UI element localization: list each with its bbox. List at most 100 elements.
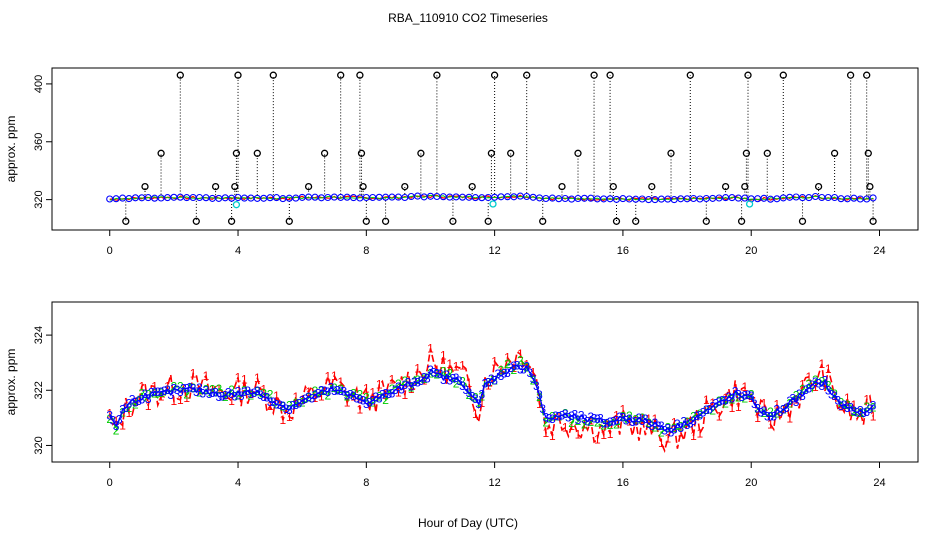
spike-point-39 — [648, 182, 656, 191]
top-point-236 — [863, 195, 871, 203]
bottom-series-1-point-186: 1 — [703, 393, 710, 407]
bottom-series-1-point-196: 1 — [735, 400, 742, 414]
bottom-series-2-point-64: 2 — [312, 384, 319, 398]
bottom-series-2-point-32: 2 — [209, 382, 216, 396]
outlier-point-0 — [232, 201, 241, 209]
bottom-series-3-point-0: 3 — [106, 409, 113, 423]
bottom-series-1-point-134: 1 — [536, 397, 543, 411]
bottom-series-3-point-144: 3 — [568, 409, 575, 423]
bottom-series-1-point-22: 1 — [177, 393, 184, 407]
spike-point-54 — [863, 71, 871, 79]
spike-point-27 — [487, 149, 496, 157]
bottom-series-1-point-38: 1 — [228, 394, 235, 408]
spike-point-53 — [846, 71, 855, 79]
bottom-series-2-line — [109, 359, 874, 434]
bottom-series-3-point-133: 3 — [533, 379, 540, 393]
bottom-series-3-point-221: 3 — [815, 376, 822, 390]
bottom-series-1-point-0: 1 — [106, 406, 113, 420]
bottom-series-3-point-77: 3 — [353, 392, 360, 406]
bottom-series-1-point-52: 1 — [273, 389, 280, 403]
bottom-series-3-point-161: 3 — [623, 414, 630, 428]
spike-point-24 — [449, 217, 457, 225]
bottom-series-1-point-138: 1 — [549, 429, 556, 443]
bottom-series-2-point-30: 2 — [203, 382, 210, 396]
bottom-series-1-point-62: 1 — [305, 385, 312, 399]
bottom-series-1-point-4: 1 — [119, 419, 126, 433]
spike-point-47 — [744, 71, 752, 79]
bottom-series-3-point-14: 3 — [151, 385, 158, 399]
bottom-series-2-point-42: 2 — [241, 384, 248, 398]
bottom-series-3-point-195: 3 — [732, 384, 739, 398]
bottom-series-1-point-126: 1 — [511, 361, 518, 375]
bottom-series-3-point-20: 3 — [171, 382, 178, 396]
bottom-series-2-point-170: 2 — [652, 420, 659, 434]
x-axis-label: Hour of Day (UTC) — [418, 516, 518, 530]
bottom-series-3-point-183: 3 — [693, 409, 700, 423]
bottom-series-1-point-86: 1 — [382, 388, 389, 402]
bottom-series-1-point-72: 1 — [337, 375, 344, 389]
bottom-series-3-point-204: 3 — [761, 404, 768, 418]
bottom-series-3-point-39: 3 — [231, 389, 238, 403]
top-point-84 — [375, 193, 383, 201]
bottom-series-2-point-6: 2 — [126, 401, 133, 415]
bottom-series-2-point-82: 2 — [369, 396, 376, 410]
bottom-series-3-point-10: 3 — [138, 393, 145, 407]
bottom-series-1-point-182: 1 — [690, 429, 697, 443]
bottom-series-3-point-180: 3 — [684, 418, 691, 432]
bottom-x-tick-label-20: 20 — [745, 477, 757, 489]
bottom-series-2-point-214: 2 — [793, 389, 800, 403]
spike-point-26 — [484, 217, 492, 225]
bottom-series-3-point-155: 3 — [604, 416, 611, 430]
bottom-series-3-point-163: 3 — [629, 415, 636, 429]
bottom-series-2-point-76: 2 — [350, 386, 357, 400]
spike-point-17 — [357, 149, 366, 157]
bottom-series-3-point-153: 3 — [597, 412, 604, 426]
bottom-series-3-point-5: 3 — [122, 401, 129, 415]
bottom-series-3-point-60: 3 — [299, 394, 306, 408]
bottom-series-3-point-142: 3 — [562, 407, 569, 421]
bottom-series-3-point-113: 3 — [469, 390, 476, 404]
bottom-series-3-point-97: 3 — [418, 374, 425, 388]
bottom-series-2-point-78: 2 — [357, 388, 364, 402]
bottom-series-2-point-80: 2 — [363, 390, 370, 404]
spike-point-19 — [362, 217, 370, 225]
bottom-panel-frame — [51, 301, 919, 463]
spike-point-21 — [401, 182, 409, 191]
bottom-series-3-point-238: 3 — [870, 399, 877, 413]
bottom-series-1-point-174: 1 — [664, 432, 671, 446]
bottom-series-3-point-91: 3 — [398, 383, 405, 397]
bottom-series-3-point-130: 3 — [523, 360, 530, 374]
bottom-series-2-point-166: 2 — [639, 411, 646, 425]
bottom-series-3-point-213: 3 — [790, 392, 797, 406]
bottom-series-3-point-88: 3 — [389, 387, 396, 401]
bottom-series-1-point-156: 1 — [607, 427, 614, 441]
bottom-series-3-point-16: 3 — [158, 385, 165, 399]
bottom-series-1-point-234: 1 — [857, 406, 864, 420]
bottom-series-2-point-96: 2 — [414, 373, 421, 387]
top-point-218 — [805, 194, 813, 202]
spike-point-46 — [742, 149, 751, 157]
bottom-series-2-point-22: 2 — [177, 380, 184, 394]
bottom-series-1-point-188: 1 — [709, 396, 716, 410]
bottom-series-3-point-207: 3 — [770, 409, 777, 423]
bottom-series-2-point-222: 2 — [818, 375, 825, 389]
bottom-series-3-point-40: 3 — [235, 385, 242, 399]
spike-point-36 — [609, 182, 617, 191]
bottom-series-1-point-74: 1 — [344, 396, 351, 410]
bottom-series-3-point-104: 3 — [440, 373, 447, 387]
bottom-series-3-point-93: 3 — [405, 375, 412, 389]
bottom-series-2-point-44: 2 — [248, 389, 255, 403]
bottom-series-3-point-229: 3 — [841, 398, 848, 412]
bottom-series-3-point-212: 3 — [786, 394, 793, 408]
bottom-series-3-point-52: 3 — [273, 398, 280, 412]
bottom-series-3-point-175: 3 — [668, 425, 675, 439]
bottom-series-3-point-215: 3 — [796, 387, 803, 401]
bottom-series-3-point-38: 3 — [228, 387, 235, 401]
bottom-series-1-point-82: 1 — [369, 385, 376, 399]
bottom-series-3-point-58: 3 — [292, 398, 299, 412]
bottom-series-3-point-89: 3 — [392, 383, 399, 397]
bottom-series-3-point-119: 3 — [488, 372, 495, 386]
bottom-series-1-point-100: 1 — [427, 341, 434, 355]
bottom-series-2-point-122: 2 — [498, 363, 505, 377]
